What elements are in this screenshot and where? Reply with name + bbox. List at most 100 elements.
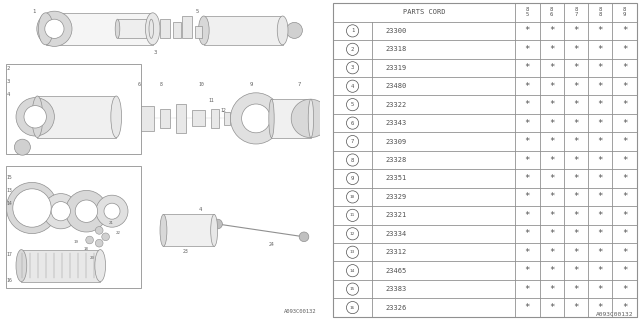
- Text: 23328: 23328: [385, 157, 406, 163]
- Text: 2: 2: [6, 66, 10, 71]
- Ellipse shape: [16, 250, 27, 282]
- Text: 8
9: 8 9: [623, 7, 627, 17]
- Text: *: *: [573, 266, 579, 275]
- Text: *: *: [573, 284, 579, 294]
- Text: *: *: [549, 192, 554, 201]
- Text: 4: 4: [198, 207, 202, 212]
- Text: *: *: [549, 284, 554, 294]
- Ellipse shape: [95, 250, 106, 282]
- Circle shape: [346, 228, 358, 240]
- Text: *: *: [573, 82, 579, 91]
- Text: *: *: [573, 119, 579, 128]
- Text: *: *: [598, 26, 603, 36]
- Text: *: *: [598, 119, 603, 128]
- Text: 10: 10: [198, 82, 204, 87]
- Text: 2: 2: [351, 47, 354, 52]
- Bar: [192, 110, 205, 126]
- Text: *: *: [573, 26, 579, 36]
- Text: 9: 9: [351, 176, 354, 181]
- Text: 8: 8: [160, 82, 163, 87]
- Text: 4: 4: [351, 84, 354, 89]
- Circle shape: [346, 99, 358, 111]
- Bar: [160, 109, 170, 128]
- Text: A093C00132: A093C00132: [284, 308, 317, 314]
- Text: *: *: [598, 192, 603, 201]
- Circle shape: [346, 283, 358, 295]
- Text: 20: 20: [90, 256, 95, 260]
- Bar: [6, 64, 141, 154]
- Text: *: *: [622, 303, 627, 312]
- Text: *: *: [549, 174, 554, 183]
- Ellipse shape: [160, 214, 167, 246]
- Text: 5: 5: [195, 9, 198, 14]
- Text: A093C00132: A093C00132: [596, 312, 634, 317]
- Circle shape: [287, 22, 303, 38]
- Text: *: *: [525, 284, 530, 294]
- Circle shape: [102, 233, 109, 241]
- Text: 19: 19: [74, 240, 79, 244]
- Circle shape: [346, 172, 358, 185]
- Bar: [45, 13, 153, 45]
- Circle shape: [66, 190, 108, 232]
- Text: 23322: 23322: [385, 102, 406, 108]
- Text: *: *: [573, 248, 579, 257]
- Text: *: *: [573, 192, 579, 201]
- Text: *: *: [573, 229, 579, 238]
- Text: *: *: [549, 156, 554, 164]
- Text: *: *: [622, 266, 627, 275]
- Circle shape: [212, 219, 223, 229]
- Text: *: *: [549, 26, 554, 36]
- Text: *: *: [598, 100, 603, 109]
- Text: *: *: [549, 100, 554, 109]
- Ellipse shape: [32, 96, 43, 138]
- Text: *: *: [549, 82, 554, 91]
- Circle shape: [95, 239, 103, 247]
- Text: *: *: [525, 119, 530, 128]
- Text: 23351: 23351: [385, 175, 406, 181]
- Circle shape: [95, 227, 103, 234]
- Circle shape: [242, 104, 270, 133]
- Circle shape: [346, 191, 358, 203]
- Text: 23383: 23383: [385, 286, 406, 292]
- Text: *: *: [573, 100, 579, 109]
- Text: *: *: [549, 45, 554, 54]
- Text: *: *: [573, 174, 579, 183]
- Circle shape: [346, 154, 358, 166]
- Ellipse shape: [115, 19, 120, 38]
- Text: *: *: [622, 45, 627, 54]
- Text: 16: 16: [6, 277, 12, 283]
- Text: *: *: [549, 303, 554, 312]
- Text: *: *: [622, 137, 627, 146]
- Circle shape: [300, 232, 309, 242]
- Text: *: *: [622, 119, 627, 128]
- Circle shape: [86, 236, 93, 244]
- Text: *: *: [622, 211, 627, 220]
- Circle shape: [104, 203, 120, 219]
- Text: *: *: [525, 45, 530, 54]
- Circle shape: [346, 301, 358, 314]
- Text: *: *: [622, 248, 627, 257]
- Bar: [195, 26, 202, 38]
- Circle shape: [16, 98, 54, 136]
- Text: 4: 4: [6, 92, 10, 97]
- Text: 8
7: 8 7: [574, 7, 578, 17]
- Circle shape: [346, 25, 358, 37]
- Circle shape: [37, 11, 72, 46]
- Text: 23318: 23318: [385, 46, 406, 52]
- Bar: [141, 106, 154, 131]
- Text: 14: 14: [350, 269, 355, 273]
- Text: 7: 7: [298, 82, 301, 87]
- Text: *: *: [525, 100, 530, 109]
- Text: *: *: [525, 248, 530, 257]
- Text: 5: 5: [351, 102, 354, 107]
- Ellipse shape: [269, 99, 274, 138]
- Text: *: *: [525, 174, 530, 183]
- Text: *: *: [622, 82, 627, 91]
- Text: 23300: 23300: [385, 28, 406, 34]
- Text: 15: 15: [6, 175, 12, 180]
- Bar: [37, 96, 116, 138]
- Circle shape: [346, 80, 358, 92]
- Text: 3: 3: [351, 65, 354, 70]
- Circle shape: [24, 106, 47, 128]
- Text: *: *: [525, 303, 530, 312]
